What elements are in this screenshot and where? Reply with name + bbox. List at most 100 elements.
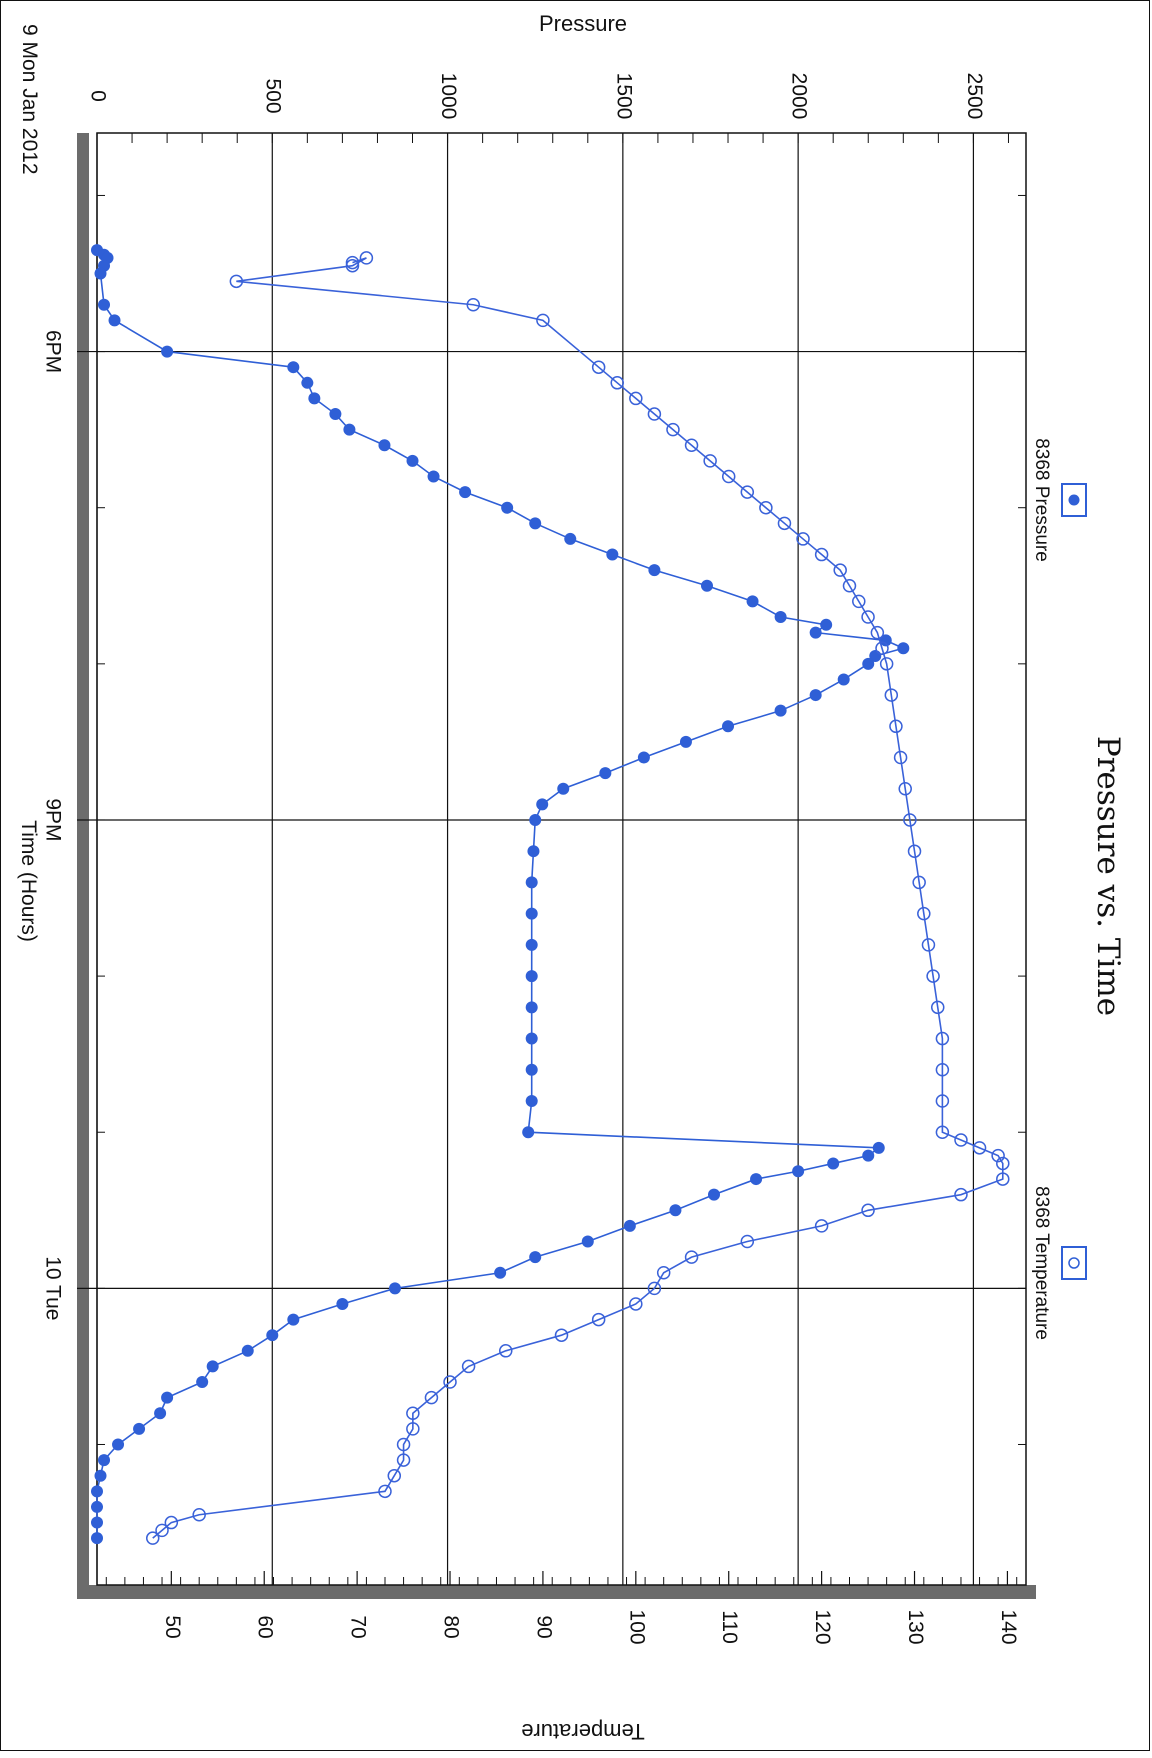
pressure-data-point: [112, 1438, 125, 1451]
pressure-data-point: [91, 1516, 103, 1529]
temperature-data-point: [796, 532, 810, 546]
pressure-tick-label: 2000: [788, 73, 811, 120]
pressure-data-point: [722, 720, 735, 733]
pressure-data-point: [378, 439, 391, 452]
pressure-data-point: [557, 782, 570, 795]
pressure-data-point: [388, 1282, 401, 1295]
pressure-data-point: [91, 1500, 103, 1513]
pressure-data-point: [343, 423, 356, 436]
pressure-tick-label: 500: [262, 78, 285, 113]
pressure-data-point: [774, 611, 787, 623]
temperature-data-point: [703, 454, 717, 468]
pressure-data-point: [522, 1126, 535, 1139]
pressure-data-point: [154, 1407, 167, 1420]
pressure-data-point: [581, 1235, 594, 1248]
temperature-data-point: [935, 1031, 950, 1046]
pressure-data-point: [862, 1149, 875, 1162]
legend-pressure-label: 8368 Pressure: [1031, 438, 1052, 562]
temperature-data-point: [833, 563, 847, 577]
temperature-data-point: [898, 781, 912, 796]
temperature-data-point: [591, 1312, 606, 1327]
pressure-data-point: [287, 1313, 300, 1326]
plot-shadow-left: [77, 133, 89, 1595]
temperature-data-point: [396, 1437, 411, 1452]
temperature-tick-label: 70: [347, 1615, 370, 1638]
temperature-data-point: [192, 1507, 206, 1522]
pressure-data-point: [862, 657, 875, 670]
pressure-data-point: [872, 1141, 885, 1154]
pressure-data-point: [564, 532, 577, 545]
temperature-data-point: [921, 938, 936, 952]
temperature-data-point: [926, 969, 940, 983]
pressure-data-point: [525, 1001, 538, 1014]
temperature-data-point: [461, 1359, 476, 1374]
pressure-data-point: [329, 408, 342, 421]
pressure-data-point: [91, 1532, 103, 1545]
pressure-data-point: [161, 345, 174, 358]
temperature-tick-label: 90: [532, 1615, 555, 1638]
pressure-data-point: [827, 1157, 840, 1170]
temperature-data-point: [954, 1187, 968, 1202]
pressure-data-point: [527, 845, 540, 858]
temperature-data-point: [684, 438, 699, 453]
pressure-data-point: [525, 907, 538, 920]
plot-shadow-bottom: [77, 1585, 1036, 1599]
temperature-data-point: [991, 1148, 1005, 1163]
pressure-data-point: [406, 454, 419, 467]
legend-temperature-marker: [1068, 1257, 1080, 1269]
pressure-data-point: [637, 751, 650, 764]
temperature-data-point: [721, 469, 736, 484]
temperature-axis-label: Temperature: [521, 1719, 645, 1744]
temperature-data-point: [954, 1133, 968, 1147]
temperature-data-point: [164, 1515, 179, 1530]
temperature-data-point: [536, 313, 550, 328]
temperature-data-point: [629, 1297, 643, 1311]
plot-area: [96, 132, 1027, 1586]
temperature-data-point: [759, 500, 773, 515]
temperature-data-point: [145, 1531, 160, 1545]
time-tick-label: 9PM: [41, 798, 64, 841]
pressure-data-point: [792, 1165, 805, 1178]
pressure-data-point: [336, 1297, 349, 1310]
pressure-data-point: [98, 298, 111, 311]
pressure-data-point: [525, 938, 538, 951]
temperature-data-point: [917, 906, 931, 921]
temperature-data-point: [466, 297, 480, 312]
pressure-data-point: [427, 470, 440, 483]
pressure-data-point: [525, 1095, 538, 1107]
time-tick-label: 10 Tue: [41, 1256, 64, 1320]
x-axis-label: Time (Hours): [17, 820, 40, 942]
pressure-data-point: [287, 361, 300, 374]
temperature-data-point: [610, 376, 624, 390]
temperature-tick-label: 140: [997, 1609, 1020, 1644]
pressure-data-point: [301, 376, 314, 389]
temperature-data-point: [684, 1250, 699, 1264]
tick-layer: 0 500 1000 1500 2000 2500 50 60 70 80 90 100 110 120 1…: [41, 73, 1026, 1645]
temperature-data-point: [875, 641, 889, 655]
series-layer: [91, 244, 1010, 1545]
pressure-data-point: [108, 314, 121, 327]
temperature-data-point: [359, 251, 374, 265]
chart-title: Pressure vs. Time: [1090, 736, 1126, 1016]
temperature-tick-label: 80: [439, 1615, 462, 1638]
pressure-data-point: [525, 1063, 538, 1076]
temperature-data-point: [861, 1203, 875, 1218]
pressure-data-point: [809, 626, 822, 639]
legend-temperature-label: 8368 Temperature: [1031, 1186, 1052, 1340]
pressure-data-point: [529, 813, 542, 826]
pressure-data-point: [669, 1204, 682, 1217]
pressure-data-point: [879, 634, 892, 647]
temperature-series-line: [152, 257, 1004, 1539]
pressure-data-point: [308, 392, 321, 405]
pressure-axis-label: Pressure: [539, 11, 627, 36]
pressure-data-point: [700, 579, 713, 592]
temperature-data-point: [870, 625, 885, 640]
temperature-data-point: [935, 1063, 950, 1077]
temperature-data-point: [647, 1281, 662, 1296]
temperature-data-point: [893, 750, 908, 765]
pressure-data-point: [774, 704, 787, 717]
pressure-data-point: [606, 548, 619, 561]
temperature-data-point: [406, 1422, 420, 1436]
pressure-data-point: [707, 1188, 720, 1201]
